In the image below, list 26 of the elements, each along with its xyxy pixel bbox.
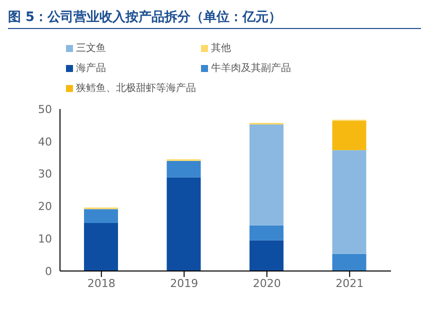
legend-label: 三文鱼 <box>76 42 106 55</box>
y-tick-label: 10 <box>38 232 52 246</box>
bar <box>84 223 118 271</box>
y-tick-label: 30 <box>38 168 52 181</box>
x-tick-label: 2018 <box>87 276 116 290</box>
y-tick-label: 0 <box>45 264 52 278</box>
bar <box>250 124 284 226</box>
bar <box>250 225 284 240</box>
bar <box>84 209 118 224</box>
x-tick-label: 2020 <box>252 276 281 290</box>
chart-title: 图 5：公司营业收入按产品拆分（单位：亿元） <box>8 8 421 29</box>
bar <box>166 177 201 271</box>
legend-label: 其他 <box>211 42 231 55</box>
y-tick-label: 20 <box>38 200 52 214</box>
y-tick-label: 40 <box>38 135 52 148</box>
legend-label: 牛羊肉及其副产品 <box>211 62 291 75</box>
legend-label: 狭鳕鱼、北极甜虾等海产品 <box>76 82 196 95</box>
x-tick-label: 2019 <box>170 276 198 290</box>
bar <box>250 240 284 271</box>
bar <box>332 120 366 150</box>
bar <box>332 150 366 254</box>
bar <box>332 254 366 271</box>
legend-label: 海产品 <box>76 62 106 75</box>
y-tick-label: 50 <box>38 102 52 116</box>
x-tick-label: 2021 <box>336 276 364 290</box>
bar <box>166 160 201 178</box>
